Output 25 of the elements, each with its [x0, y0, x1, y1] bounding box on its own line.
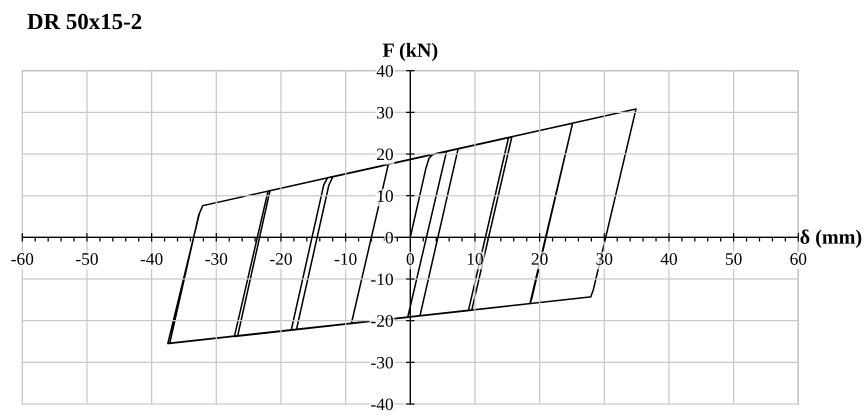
y-tick-label: 10 [378, 190, 393, 202]
y-tick-label: 20 [377, 148, 393, 160]
x-tick-label: -60 [11, 253, 34, 265]
y-tick-label: -20 [371, 315, 393, 327]
x-tick-label: 50 [726, 253, 742, 265]
y-tick-label: -10 [371, 273, 393, 286]
x-tick-label: -30 [205, 253, 228, 265]
x-tick-label: 60 [790, 253, 806, 265]
y-tick-label: -30 [371, 356, 393, 369]
y-tick-label: -40 [371, 398, 393, 410]
y-tick-label: 0 [386, 232, 393, 244]
x-tick-label: 10 [468, 253, 483, 265]
x-tick-label: 40 [660, 253, 677, 265]
x-tick-label: -10 [334, 253, 357, 265]
x-tick-label: -20 [270, 253, 292, 265]
y-axis-title: F (kN) [382, 42, 438, 62]
y-tick-label: 40 [376, 65, 393, 77]
y-tick-label: 30 [377, 106, 393, 119]
x-tick-label: -40 [140, 253, 163, 265]
x-axis-title: δ (mm) [800, 230, 862, 248]
x-tick-label: 20 [532, 253, 548, 265]
x-tick-label: 0 [406, 253, 414, 265]
x-tick-label: -50 [76, 253, 98, 265]
chart-title: DR 50x15-2 [27, 14, 142, 30]
x-tick-label: 30 [596, 253, 612, 265]
